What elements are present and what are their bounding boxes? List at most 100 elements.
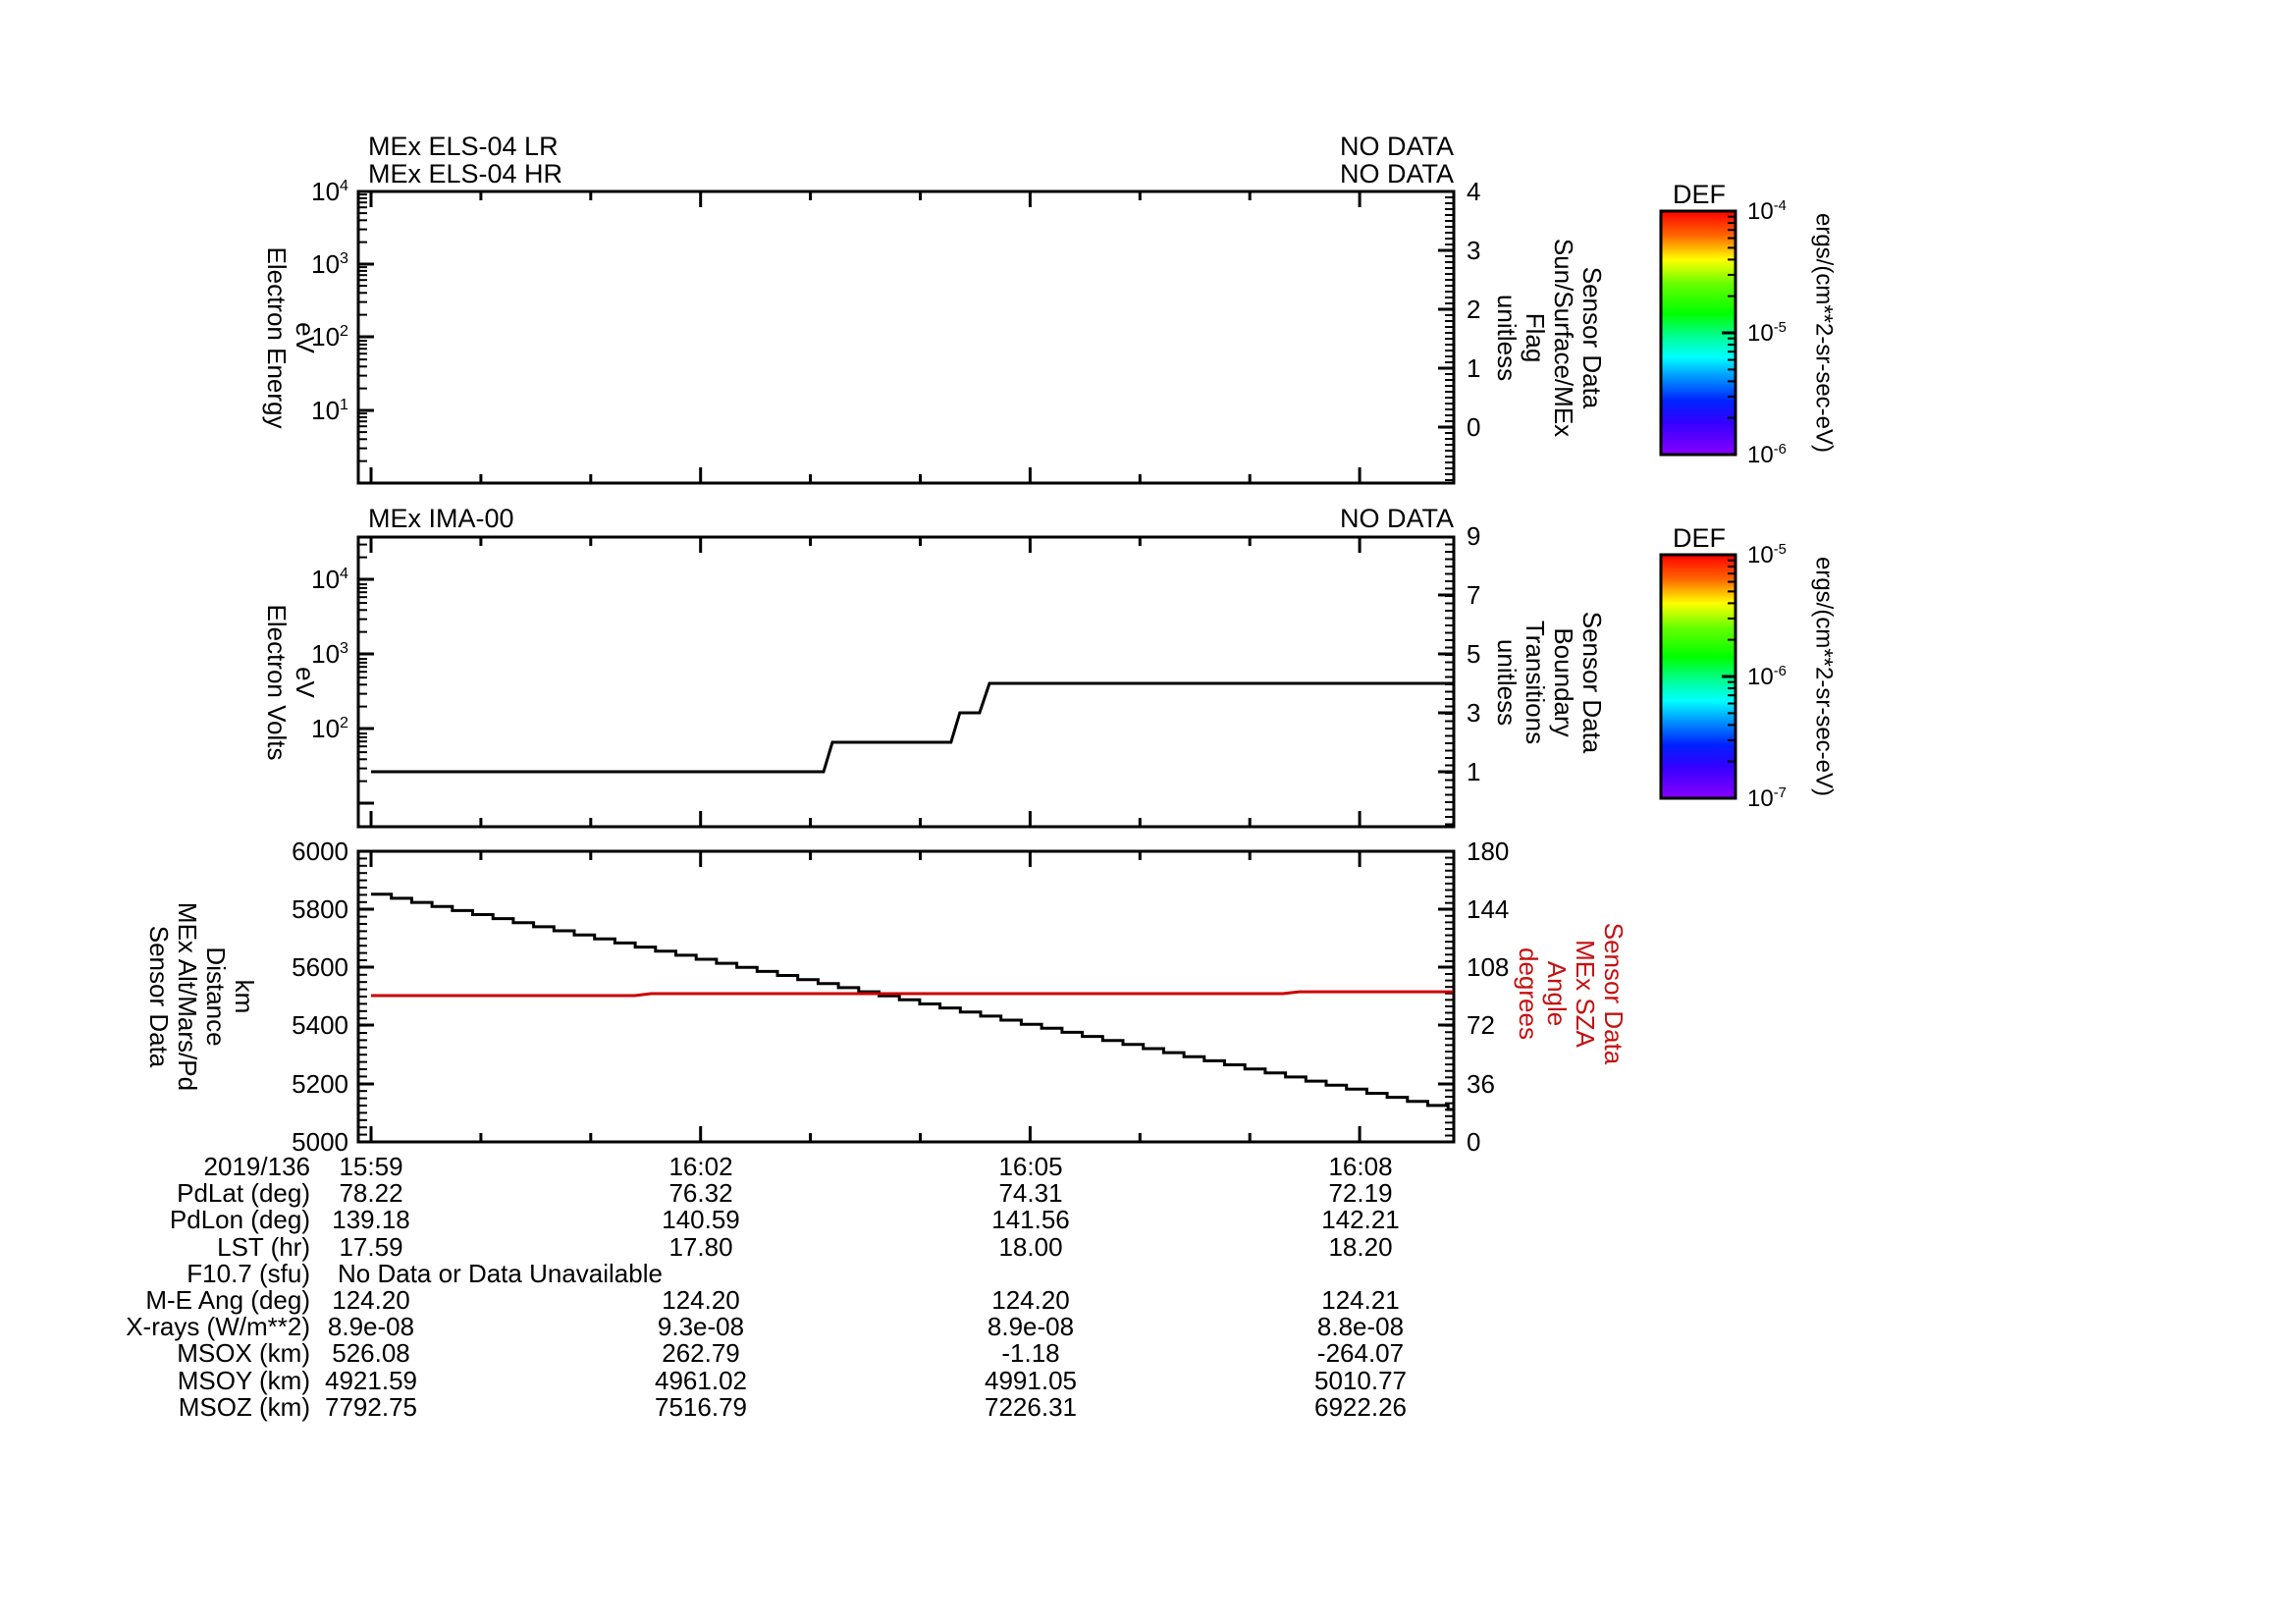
panel-ephemeris-ytick-label: 5800 bbox=[292, 894, 348, 924]
panel-ephemeris-ytick-label: 5000 bbox=[292, 1127, 348, 1157]
panel-els-ylabel: eV Electron Energy bbox=[262, 247, 320, 429]
panel-ima-y2label-line: Transitions bbox=[1521, 620, 1550, 745]
panel-ima-ytick-label: 104 bbox=[311, 565, 348, 594]
panel-els-y2tick-label: 0 bbox=[1467, 412, 1481, 442]
panel-ima-y2tick-label: 3 bbox=[1467, 698, 1481, 728]
table-cell: 72.19 bbox=[1328, 1178, 1393, 1209]
table-cell: 8.9e-08 bbox=[987, 1312, 1075, 1342]
panel-els-title-lr: MEx ELS-04 LR bbox=[368, 132, 559, 161]
panel-els-y2tick-label: 3 bbox=[1467, 236, 1481, 265]
panel-ima-y2label-line: Sensor Data bbox=[1577, 611, 1607, 754]
table-cell: 76.32 bbox=[668, 1178, 733, 1209]
colorbar-2-tick-label: 10-7 bbox=[1747, 785, 1787, 812]
table-cell: 18.20 bbox=[1328, 1231, 1393, 1262]
panel-ephemeris-y2label-line: degrees bbox=[1514, 947, 1543, 1040]
panel-ephemeris-y2tick-label: 108 bbox=[1467, 952, 1510, 982]
panel-ima-frame bbox=[356, 535, 1456, 829]
panel-ima-y2tick-label: 7 bbox=[1467, 580, 1481, 610]
panel-ima-y2label: Sensor Data Boundary Transitions unitless bbox=[1492, 611, 1607, 754]
colorbar-1-tick-label: 10-4 bbox=[1747, 198, 1787, 225]
panel-els-title-hr: MEx ELS-04 HR bbox=[368, 159, 563, 189]
panel-ima-y2label-line: Boundary bbox=[1549, 627, 1578, 737]
panel-ephemeris-ytick-label: 5600 bbox=[292, 952, 348, 982]
series-mex-altitude bbox=[371, 893, 1454, 1111]
table-cell: 9.3e-08 bbox=[657, 1312, 745, 1342]
panel-els-y2label-line: Sun/Surface/MEx bbox=[1549, 238, 1578, 438]
table-row-label: MSOX (km) bbox=[177, 1338, 310, 1369]
panel-els-ytick-label: 101 bbox=[311, 396, 348, 425]
table-date-label: 2019/136 bbox=[203, 1152, 310, 1181]
panel-ima-ylabel-line: Electron Volts bbox=[262, 604, 292, 761]
panel-ima-ytick-label: 103 bbox=[311, 639, 348, 669]
panel-ima-y2label-line: unitless bbox=[1492, 638, 1522, 727]
panel-ima-ylabel: eV Electron Volts bbox=[262, 604, 320, 761]
panel-ephemeris-ytick-label: 6000 bbox=[292, 837, 348, 866]
panel-ephemeris-ylabel-line: km bbox=[230, 979, 259, 1014]
series-boundary-transitions bbox=[371, 681, 1454, 774]
panel-ima-status: NO DATA bbox=[1339, 504, 1454, 533]
panel-ima-title: MEx IMA-00 bbox=[368, 504, 514, 533]
table-time-cell: 16:05 bbox=[998, 1152, 1063, 1181]
panel-els-ytick-label: 102 bbox=[311, 322, 348, 352]
table-row-label: F10.7 (sfu) bbox=[187, 1258, 310, 1288]
series-mex-sza bbox=[371, 990, 1454, 998]
panel-ephemeris-y2label-line: Sensor Data bbox=[1599, 922, 1629, 1065]
colorbar-2-units: ergs/(cm**2-sr-sec-eV) bbox=[1810, 557, 1839, 796]
panel-els-y2label-line: Sensor Data bbox=[1577, 266, 1607, 409]
panel-ima-y2tick-label: 5 bbox=[1467, 639, 1481, 669]
table-time-cell: 16:02 bbox=[668, 1152, 733, 1181]
table-cell: 139.18 bbox=[332, 1205, 410, 1235]
panel-ephemeris-y2tick-label: 72 bbox=[1467, 1010, 1495, 1040]
table-cell: 18.00 bbox=[998, 1231, 1063, 1262]
panel-ephemeris-ylabel-line: Sensor Data bbox=[144, 925, 174, 1068]
table-cell: 124.20 bbox=[662, 1285, 740, 1315]
panel-ephemeris-y2tick-label: 36 bbox=[1467, 1069, 1495, 1099]
colorbar1-title: DEF bbox=[1673, 180, 1726, 209]
panel-ephemeris-y2label-line: Angle bbox=[1542, 960, 1572, 1027]
panel-els-ylabel-line: eV bbox=[291, 322, 320, 353]
table-cell: 8.8e-08 bbox=[1316, 1312, 1405, 1342]
table-row-label: PdLat (deg) bbox=[177, 1178, 310, 1209]
colorbar-1-units-line: ergs/(cm**2-sr-sec-eV) bbox=[1810, 212, 1838, 454]
panel-els-status-hr: NO DATA bbox=[1339, 159, 1454, 189]
table-cell: 124.20 bbox=[991, 1285, 1070, 1315]
panel-ephemeris-ytick-label: 5200 bbox=[292, 1069, 348, 1099]
colorbar-2-tick-label: 10-6 bbox=[1747, 664, 1787, 690]
colorbar-2-tick-label: 10-5 bbox=[1747, 542, 1787, 568]
table-note: No Data or Data Unavailable bbox=[338, 1258, 663, 1288]
panel-ima-ylabel-line: eV bbox=[291, 667, 320, 698]
table-time-cell: 16:08 bbox=[1328, 1152, 1393, 1181]
panel-ephemeris-y2label-line: MEx SZA bbox=[1571, 940, 1600, 1048]
panel-ima-y2tick-label: 9 bbox=[1467, 521, 1481, 551]
panel-ephemeris-ylabel-line: MEx Alt/Mars/Pd bbox=[173, 901, 202, 1092]
panel-ima-y2tick-label: 1 bbox=[1467, 757, 1481, 786]
table-cell: 124.21 bbox=[1321, 1285, 1400, 1315]
panel-els-y2tick-label: 4 bbox=[1467, 177, 1481, 206]
table-cell: 17.80 bbox=[668, 1231, 733, 1262]
table-row-label: M-E Ang (deg) bbox=[145, 1285, 310, 1315]
table-cell: 78.22 bbox=[339, 1178, 403, 1209]
table-cell: 8.9e-08 bbox=[327, 1312, 415, 1342]
table-cell: 5010.77 bbox=[1314, 1365, 1407, 1395]
table-row-label: X-rays (W/m**2) bbox=[126, 1312, 310, 1342]
table-cell: 124.20 bbox=[332, 1285, 410, 1315]
table-cell: 6922.26 bbox=[1314, 1391, 1407, 1422]
table-cell: 7516.79 bbox=[655, 1391, 747, 1422]
panel-ephemeris-ylabel: km Distance MEx Alt/Mars/Pd Sensor Data bbox=[144, 901, 259, 1092]
table-cell: 4961.02 bbox=[655, 1365, 747, 1395]
panel-els-ytick-label: 103 bbox=[311, 249, 348, 279]
table-row-label: LST (hr) bbox=[217, 1231, 310, 1262]
table-cell: 17.59 bbox=[339, 1231, 403, 1262]
table-cell: 142.21 bbox=[1321, 1205, 1400, 1235]
colorbar-2-units-line: ergs/(cm**2-sr-sec-eV) bbox=[1810, 556, 1838, 797]
table-time-cell: 15:59 bbox=[339, 1152, 403, 1181]
table-cell: 141.56 bbox=[991, 1205, 1070, 1235]
panel-ephemeris-ylabel-line: Distance bbox=[201, 947, 231, 1047]
table-row-label: MSOZ (km) bbox=[178, 1391, 310, 1422]
panel-ephemeris-ytick-label: 5400 bbox=[292, 1010, 348, 1040]
colorbar-1-tick-label: 10-6 bbox=[1747, 442, 1787, 468]
table-row-label: PdLon (deg) bbox=[169, 1205, 310, 1235]
colorbar-1-tick-label: 10-5 bbox=[1747, 320, 1787, 347]
panel-ephemeris-y2tick-label: 0 bbox=[1467, 1127, 1481, 1157]
